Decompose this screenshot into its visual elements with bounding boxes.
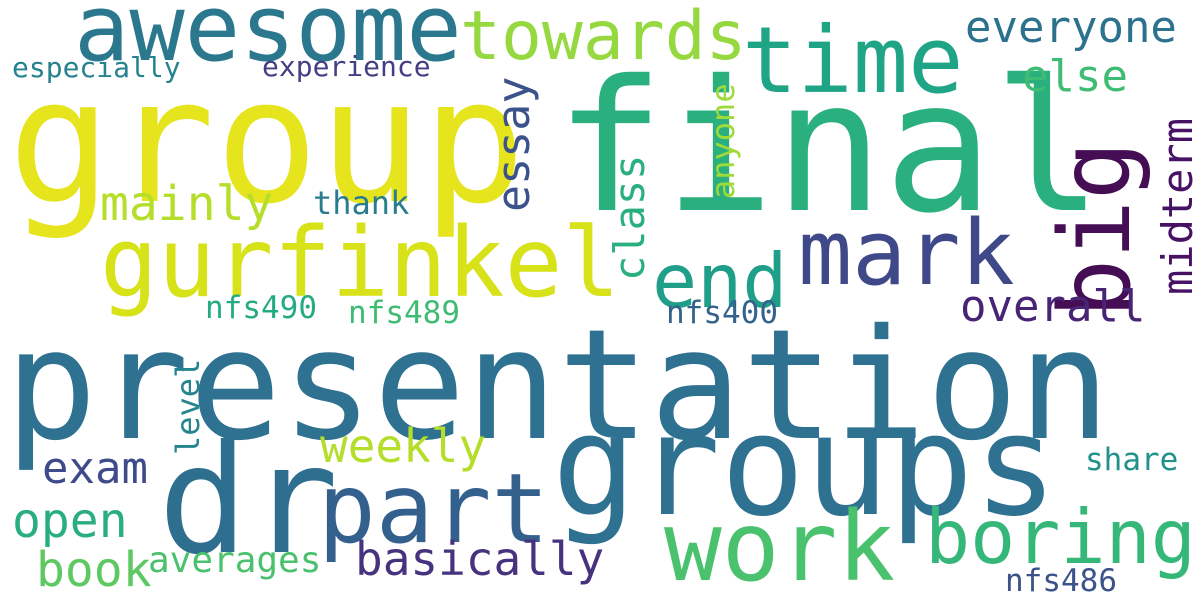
word-weekly: weekly: [320, 419, 487, 473]
word-experience: experience: [262, 50, 431, 83]
word-class: class: [605, 154, 654, 281]
word-final: final: [555, 41, 1103, 253]
word-everyone: everyone: [965, 2, 1177, 53]
word-share: share: [1085, 442, 1179, 478]
word-book: book: [36, 542, 152, 598]
word-mainly: mainly: [100, 176, 274, 232]
word-especially: especially: [12, 51, 181, 84]
word-open: open: [12, 493, 128, 549]
word-time: time: [742, 7, 964, 114]
word-nfs400: nfs400: [666, 295, 778, 331]
word-else: else: [1022, 51, 1128, 102]
word-part: part: [318, 453, 550, 565]
word-awesome: awesome: [74, 0, 462, 82]
word-boring: boring: [925, 493, 1196, 581]
word-anyone: anyone: [704, 83, 742, 199]
word-nfs486: nfs486: [1005, 563, 1117, 599]
word-basically: basically: [355, 532, 605, 586]
word-groups: groups: [552, 385, 1058, 548]
word-essay: essay: [487, 76, 540, 212]
word-gurfinkel: gurfinkel: [100, 207, 621, 319]
word-exam: exam: [42, 443, 148, 494]
word-group: group: [8, 41, 526, 242]
word-averages: averages: [148, 540, 322, 581]
word-thank: thank: [313, 184, 410, 222]
word-midterm: midterm: [1153, 117, 1200, 295]
word-nfs489: nfs489: [348, 295, 460, 331]
word-nfs490: nfs490: [205, 290, 317, 326]
word-level: level: [169, 358, 207, 455]
word-towards: towards: [460, 0, 747, 76]
word-overall: overall: [960, 281, 1146, 332]
word-mark: mark: [798, 201, 1015, 306]
word-dr: dr: [158, 414, 339, 588]
word-end: end: [652, 237, 788, 325]
word-work: work: [664, 491, 896, 600]
word-presentation: presentation: [5, 297, 1111, 475]
